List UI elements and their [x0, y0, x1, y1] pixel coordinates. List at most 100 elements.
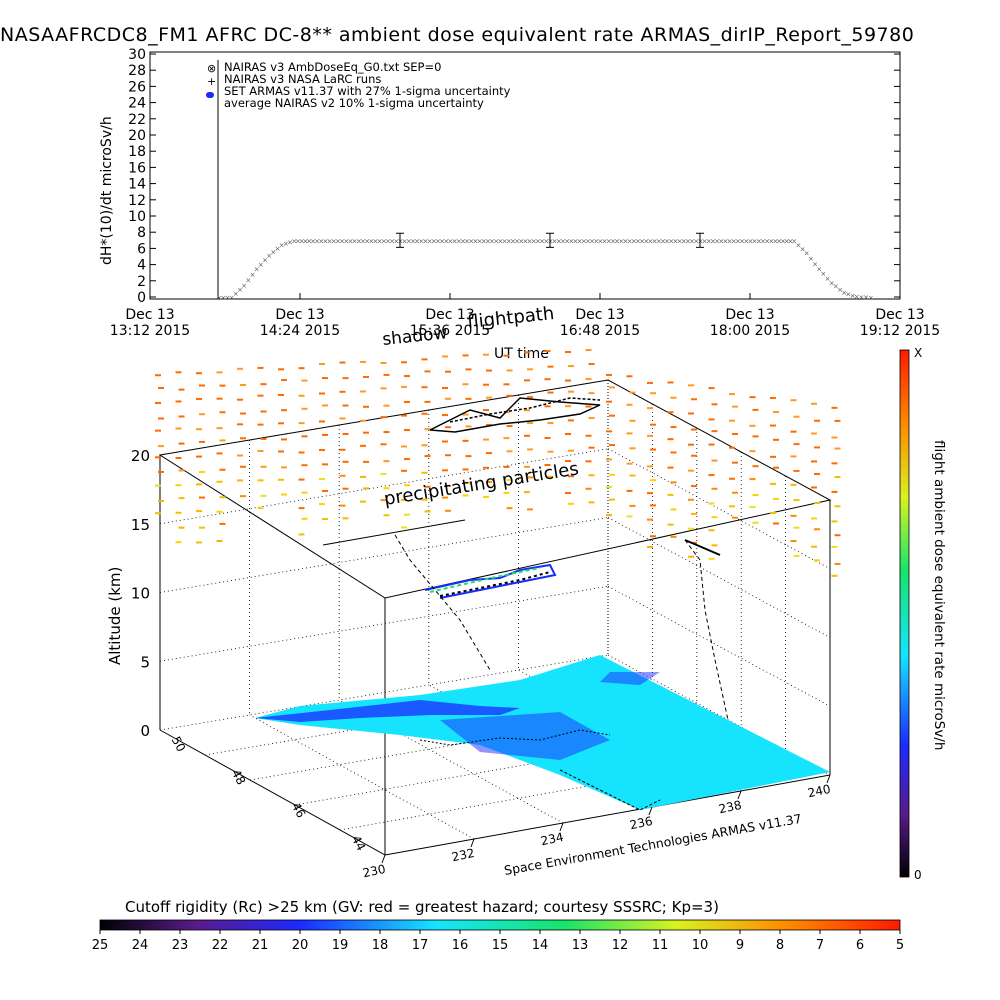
series-point: ×: [473, 237, 479, 245]
particle-dot: [322, 489, 328, 492]
particle-dot: [688, 412, 694, 415]
particle-dot: [527, 448, 533, 451]
particle-dot: [301, 435, 308, 438]
particle-dot: [650, 392, 656, 395]
particle-dot: [158, 445, 164, 448]
particle-dot: [524, 351, 530, 354]
particle-dot: [199, 470, 205, 473]
series-point: ×: [631, 237, 637, 245]
series-point: ×: [275, 245, 281, 253]
longitude-tick-label: 240: [807, 782, 832, 800]
series-point: ×: [368, 237, 374, 245]
particle-dot: [219, 522, 226, 525]
particle-dot: [465, 481, 472, 484]
particle-dot: [339, 417, 346, 420]
particle-dot: [260, 494, 267, 497]
particle-dot: [814, 528, 820, 531]
particle-dot: [486, 396, 492, 399]
particle-dot: [506, 425, 513, 428]
series-point: ×: [348, 237, 354, 245]
particle-dot: [773, 438, 779, 441]
particle-dot: [811, 432, 817, 435]
series-point: ×: [343, 237, 349, 245]
legend: ⊗ + NAIRAS v3 AmbDoseEq_G0.txt SEP=0 NAI…: [206, 60, 511, 110]
timeseries-frame: [149, 51, 901, 300]
series-point: ×: [614, 237, 620, 245]
particle-dot: [547, 422, 554, 425]
particle-dot: [424, 455, 431, 458]
particle-dot: [462, 468, 469, 471]
particle-dot: [360, 500, 366, 503]
series-point: ×: [427, 237, 433, 245]
legend-entry-1: NAIRAS v3 AmbDoseEq_G0.txt SEP=0: [224, 60, 441, 74]
particle-dot: [465, 368, 472, 371]
series-point: ×: [714, 237, 720, 245]
particle-dot: [380, 443, 387, 446]
particle-dot: [565, 351, 571, 354]
series-point: ×: [423, 237, 429, 245]
series-point: ×: [635, 237, 641, 245]
particle-dot: [322, 404, 328, 407]
particle-dot: [609, 414, 615, 417]
particle-dot: [322, 433, 328, 436]
particle-dot: [260, 465, 267, 468]
timeseries-x-tick-time: 16:48 2015: [560, 323, 640, 339]
series-point: ×: [731, 237, 737, 245]
particle-dot: [196, 541, 202, 544]
particle-dot: [711, 459, 718, 462]
series-point: ×: [602, 237, 608, 245]
series-point: ×: [477, 237, 483, 245]
particle-dot: [811, 402, 817, 405]
particle-dot: [667, 493, 674, 496]
series-point: ×: [689, 237, 695, 245]
particle-dot: [401, 361, 407, 364]
particle-dot: [175, 541, 182, 544]
particle-dot: [588, 474, 595, 477]
rigidity-tick-label: 16: [452, 938, 469, 953]
longitude-tick: [648, 806, 653, 816]
particle-dot: [257, 479, 264, 482]
longitude-tick: [559, 822, 564, 832]
series-point: ×: [241, 282, 247, 290]
particle-dot: [503, 354, 510, 357]
timeseries-y-tick-label: 4: [137, 258, 146, 274]
series-point: ×: [254, 266, 260, 274]
particle-dot: [319, 478, 325, 481]
particle-dot: [360, 360, 366, 363]
series-point: ×: [800, 245, 806, 253]
series-point: ×: [820, 270, 826, 278]
series-point: ×: [318, 237, 324, 245]
particle-dot: [831, 545, 838, 548]
particle-dot: [831, 490, 838, 493]
series-point: ×: [406, 237, 412, 245]
series-point: ×: [323, 237, 329, 245]
series-point: ×: [452, 237, 458, 245]
particle-dot: [568, 365, 574, 368]
particle-dot: [732, 433, 738, 436]
series-point: ×: [233, 290, 239, 298]
series-point: ×: [385, 237, 391, 245]
particle-dot: [568, 502, 574, 505]
particle-dot: [506, 369, 513, 372]
particle-dot: [770, 511, 776, 514]
particle-dot: [260, 437, 267, 440]
particle-dot: [670, 508, 677, 511]
series-point: ×: [780, 237, 786, 245]
colorbar-bottom-label: 0: [914, 868, 922, 882]
particle-dot: [626, 462, 633, 465]
series-point: ×: [464, 237, 470, 245]
particle-dot: [445, 397, 451, 400]
particle-dot: [483, 383, 489, 386]
series-point: ×: [577, 237, 583, 245]
series-point: ×: [868, 294, 874, 302]
particle-dot: [281, 493, 287, 496]
particle-dot: [708, 418, 715, 421]
particle-dot: [629, 474, 636, 477]
particle-dot: [585, 378, 592, 381]
particle-dot: [281, 466, 287, 469]
particle-dot: [424, 510, 431, 513]
particle-dot: [506, 394, 513, 397]
series-point: ×: [418, 237, 424, 245]
particle-dot: [506, 478, 513, 481]
